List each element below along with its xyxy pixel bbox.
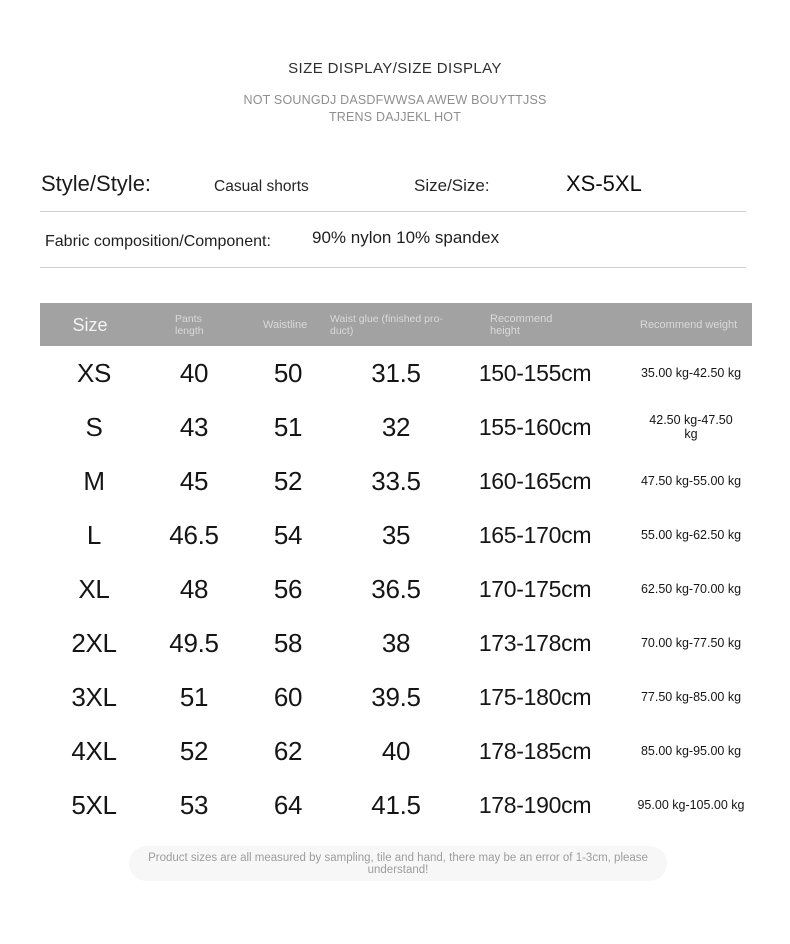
cell-height: 178-190cm: [478, 791, 592, 818]
cell-size: 3XL: [71, 681, 117, 712]
table-row: 4XL 52 62 40 178-185cm 85.00 kg-95.00 kg: [0, 724, 790, 778]
table-row: S 43 51 32 155-160cm 42.50 kg-47.50 kg: [0, 400, 790, 454]
size-range-value: XS-5XL: [566, 171, 642, 196]
cell-weight: 95.00 kg-105.00 kg: [637, 798, 745, 812]
cell-weight: 35.00 kg-42.50 kg: [640, 366, 742, 380]
header-cell-pants-length: Pants length: [175, 312, 204, 337]
header-cell-recommend-weight: Recommend weight: [640, 318, 738, 331]
cell-glue: 35: [381, 519, 411, 550]
cell-pants: 43: [179, 411, 209, 442]
cell-height: 150-155cm: [478, 359, 592, 386]
cell-size: M: [83, 465, 105, 496]
cell-weight: 77.50 kg-85.00 kg: [640, 690, 742, 704]
cell-pants: 49.5: [169, 627, 219, 658]
cell-size: L: [86, 519, 102, 550]
cell-waistline: 50: [273, 357, 303, 388]
cell-glue: 40: [381, 735, 411, 766]
page-title: SIZE DISPLAY/SIZE DISPLAY: [288, 60, 502, 77]
cell-size: 2XL: [71, 627, 117, 658]
cell-weight: 47.50 kg-55.00 kg: [640, 474, 742, 488]
size-table-header: Size Pants length Waistline Waist glue (…: [40, 303, 752, 346]
cell-weight: 42.50 kg-47.50 kg: [649, 413, 733, 441]
table-row: XL 48 56 36.5 170-175cm 62.50 kg-70.00 kg: [0, 562, 790, 616]
cell-height: 155-160cm: [478, 413, 592, 440]
fabric-value: 90% nylon 10% spandex: [312, 228, 500, 247]
cell-glue: 31.5: [371, 357, 421, 388]
cell-pants: 46.5: [169, 519, 219, 550]
cell-waistline: 52: [273, 465, 303, 496]
cell-glue: 41.5: [371, 789, 421, 820]
table-row: 5XL 53 64 41.5 178-190cm 95.00 kg-105.00 kg: [0, 778, 790, 832]
cell-glue: 38: [381, 627, 411, 658]
cell-waistline: 56: [273, 573, 303, 604]
cell-waistline: 58: [273, 627, 303, 658]
cell-waistline: 60: [273, 681, 303, 712]
cell-size: XL: [78, 573, 110, 604]
cell-height: 175-180cm: [478, 683, 592, 710]
divider: [40, 211, 746, 212]
style-label: Style/Style:: [41, 171, 152, 196]
cell-pants: 48: [179, 573, 209, 604]
cell-waistline: 62: [273, 735, 303, 766]
footer-note: Product sizes are all measured by sampli…: [129, 846, 667, 881]
header-cell-waist-glue: Waist glue (finished pro- duct): [330, 312, 443, 337]
cell-height: 173-178cm: [478, 629, 592, 656]
header-cell-waistline: Waistline: [263, 318, 308, 331]
size-range-label: Size/Size:: [414, 176, 490, 195]
cell-height: 170-175cm: [478, 575, 592, 602]
cell-size: S: [85, 411, 103, 442]
cell-size: 4XL: [71, 735, 117, 766]
cell-size: 5XL: [71, 789, 117, 820]
cell-weight: 62.50 kg-70.00 kg: [640, 582, 742, 596]
cell-weight: 55.00 kg-62.50 kg: [640, 528, 742, 542]
page-subtitle: NOT SOUNGDJ DASDFWWSA AWEW BOUYTTJSS TRE…: [243, 93, 547, 124]
cell-glue: 39.5: [371, 681, 421, 712]
table-row: 3XL 51 60 39.5 175-180cm 77.50 kg-85.00 kg: [0, 670, 790, 724]
cell-pants: 53: [179, 789, 209, 820]
table-row: XS 40 50 31.5 150-155cm 35.00 kg-42.50 kg: [0, 346, 790, 400]
cell-weight: 85.00 kg-95.00 kg: [640, 744, 742, 758]
cell-height: 178-185cm: [478, 737, 592, 764]
cell-pants: 40: [179, 357, 209, 388]
fabric-label: Fabric composition/Component:: [45, 233, 271, 250]
cell-pants: 52: [179, 735, 209, 766]
cell-waistline: 51: [273, 411, 303, 442]
divider: [40, 267, 746, 268]
cell-height: 165-170cm: [478, 521, 592, 548]
cell-glue: 36.5: [371, 573, 421, 604]
header-cell-size: Size: [72, 314, 108, 335]
cell-weight: 70.00 kg-77.50 kg: [640, 636, 742, 650]
table-row: L 46.5 54 35 165-170cm 55.00 kg-62.50 kg: [0, 508, 790, 562]
cell-height: 160-165cm: [478, 467, 592, 494]
cell-glue: 33.5: [371, 465, 421, 496]
cell-pants: 51: [179, 681, 209, 712]
table-row: M 45 52 33.5 160-165cm 47.50 kg-55.00 kg: [0, 454, 790, 508]
cell-glue: 32: [381, 411, 411, 442]
cell-size: XS: [76, 357, 112, 388]
header-cell-recommend-height: Recommend height: [490, 312, 553, 337]
size-table-body: XS 40 50 31.5 150-155cm 35.00 kg-42.50 kg S 43 5…: [0, 346, 790, 832]
table-row: 2XL 49.5 58 38 173-178cm 70.00 kg-77.50 kg: [0, 616, 790, 670]
style-value: Casual shorts: [214, 178, 309, 195]
cell-waistline: 64: [273, 789, 303, 820]
cell-waistline: 54: [273, 519, 303, 550]
cell-pants: 45: [179, 465, 209, 496]
